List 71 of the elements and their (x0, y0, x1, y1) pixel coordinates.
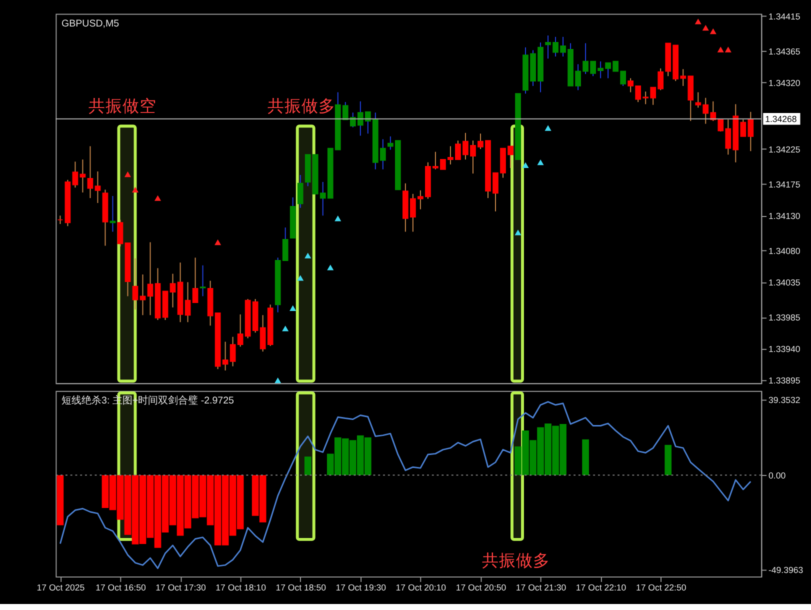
point (304, 252, 312, 258)
x-tick-label: 17 Oct 22:10 (576, 582, 626, 593)
candlestick (230, 336, 236, 367)
point (297, 275, 304, 281)
point (154, 195, 162, 201)
point (717, 46, 724, 52)
candlestick (170, 273, 176, 308)
y-tick-label: 1.34035 (768, 278, 800, 288)
candlestick (222, 341, 228, 371)
candlestick (147, 242, 154, 316)
candlestick (57, 215, 64, 224)
candlestick (140, 274, 146, 316)
point (327, 264, 334, 270)
y-tick-label: 0.00 (768, 470, 786, 481)
y-tick-label: 1.34080 (768, 246, 800, 256)
y-tick-label: 1.34175 (768, 179, 800, 190)
ref-line-label: 1.34268 (765, 114, 797, 124)
x-tick-label: 17 Oct 20:50 (456, 582, 506, 593)
x-tick-label: 17 Oct 20:10 (396, 582, 446, 593)
x-tick-label: 17 Oct 22:50 (636, 582, 686, 593)
point (514, 230, 522, 236)
point (214, 239, 222, 246)
candlestick (117, 219, 124, 247)
point (334, 216, 342, 222)
point (694, 18, 702, 24)
y-tick-label: -49.3963 (768, 565, 804, 576)
candlestick (94, 170, 101, 204)
point (537, 159, 544, 166)
x-tick-label: 17 Oct 2025 (36, 582, 85, 593)
y-tick-label: 1.34225 (768, 144, 800, 154)
x-tick-label: 17 Oct 19:30 (336, 582, 386, 593)
point (132, 186, 139, 193)
point (274, 377, 282, 384)
candlestick (80, 159, 86, 193)
point (290, 305, 296, 311)
bar (664, 444, 672, 476)
point (522, 162, 529, 168)
bar (304, 456, 312, 476)
band-label: 共振做多 (482, 550, 550, 570)
x-tick-label: 17 Oct 18:50 (276, 582, 326, 593)
candlestick (87, 146, 94, 199)
candlestick (132, 258, 138, 310)
y-tick-label: 1.34320 (768, 78, 800, 88)
y-tick-label: 1.33895 (768, 376, 800, 386)
band-label: 共振做空 (88, 96, 157, 116)
y-tick-label: 1.34365 (768, 46, 800, 56)
x-tick-label: 17 Oct 16:50 (96, 582, 146, 593)
point (710, 28, 716, 34)
candlestick (184, 282, 191, 323)
y-tick-label: 1.34130 (768, 211, 800, 222)
band-label: 共振做多 (267, 96, 336, 116)
y-tick-label: 1.33985 (768, 312, 800, 323)
bar (56, 475, 64, 526)
candlestick (200, 264, 206, 297)
bar (582, 439, 589, 476)
point (724, 46, 732, 52)
x-tick-label: 17 Oct 18:10 (216, 582, 266, 593)
point (544, 125, 552, 131)
point (702, 24, 709, 31)
point (124, 171, 132, 178)
x-tick-label: 17 Oct 21:30 (516, 582, 566, 593)
y-tick-label: 39.3532 (768, 395, 800, 406)
x-tick-label: 17 Oct 17:30 (156, 582, 206, 593)
point (282, 326, 289, 332)
candlestick (72, 161, 78, 188)
chart-title: GBPUSD,M5 (62, 18, 120, 30)
y-tick-label: 1.33940 (768, 344, 800, 354)
y-tick-label: 1.34415 (768, 11, 800, 22)
candlestick (297, 174, 304, 208)
candlestick (110, 195, 116, 232)
candlestick (192, 257, 198, 303)
